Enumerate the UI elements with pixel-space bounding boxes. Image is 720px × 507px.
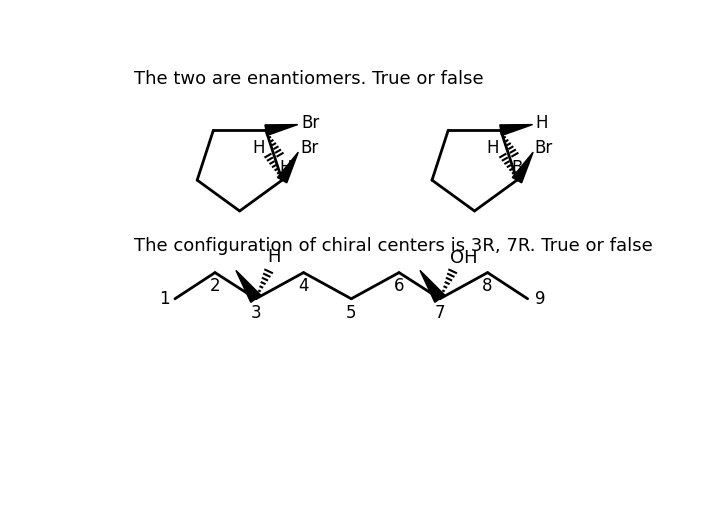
Text: 2: 2	[210, 277, 220, 296]
Text: 8: 8	[482, 277, 492, 296]
Text: H: H	[487, 138, 500, 157]
Text: The two are enantiomers. True or false: The two are enantiomers. True or false	[134, 70, 484, 88]
Text: The configuration of chiral centers is 3R, 7R. True or false: The configuration of chiral centers is 3…	[134, 237, 653, 255]
Text: H: H	[279, 159, 292, 177]
Text: Br: Br	[512, 159, 530, 177]
Polygon shape	[277, 152, 298, 183]
Polygon shape	[420, 270, 445, 302]
Text: H: H	[536, 114, 548, 132]
Text: 7: 7	[435, 304, 445, 321]
Text: H: H	[267, 248, 280, 266]
Text: 1: 1	[159, 290, 169, 308]
Text: Br: Br	[301, 114, 319, 132]
Text: OH: OH	[450, 249, 477, 267]
Text: H: H	[252, 138, 264, 157]
Text: Br: Br	[300, 138, 318, 157]
Text: 3: 3	[251, 304, 261, 321]
Text: 6: 6	[394, 277, 405, 296]
Polygon shape	[236, 270, 261, 302]
Polygon shape	[265, 125, 298, 135]
Polygon shape	[500, 125, 533, 135]
Text: 4: 4	[298, 277, 309, 296]
Polygon shape	[513, 152, 533, 183]
Text: 9: 9	[535, 290, 545, 308]
Text: Br: Br	[535, 138, 553, 157]
Text: 5: 5	[346, 304, 356, 321]
